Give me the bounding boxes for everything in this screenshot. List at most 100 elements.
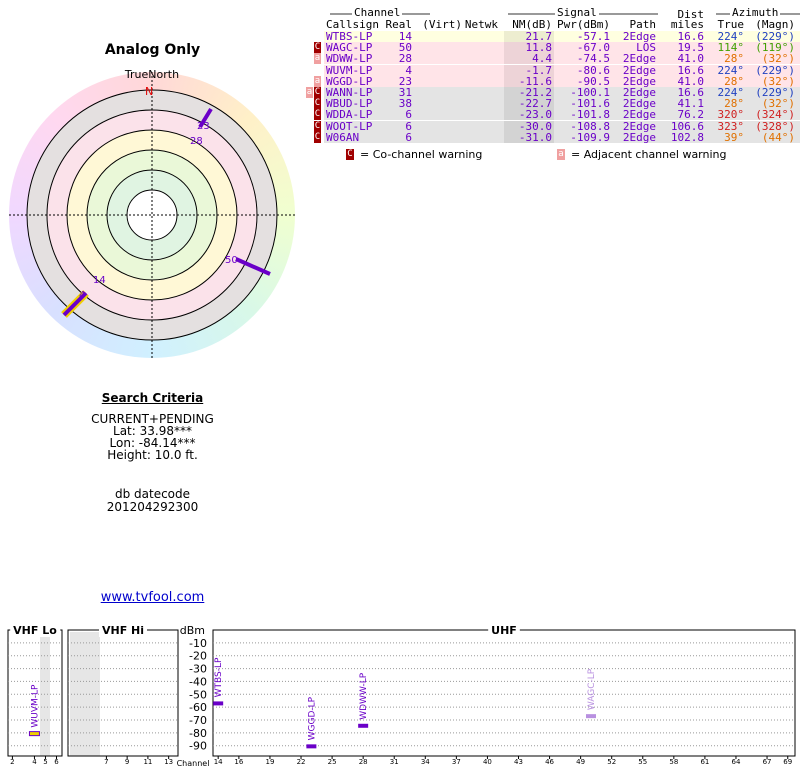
- y-tick-label: -70: [189, 714, 207, 727]
- nm-shade: [504, 64, 554, 76]
- table-cell: 2Edge: [622, 130, 656, 144]
- x-tick-label: 22: [297, 758, 306, 766]
- x-tick-label: 40: [483, 758, 492, 766]
- radar: N TrueNorth 23 28 50 14 4: [9, 68, 295, 358]
- nm-shade: [504, 42, 554, 54]
- table-cell: 106.6: [670, 119, 704, 133]
- table-cell: 16.6: [677, 63, 705, 77]
- criteria-line: Height: 10.0 ft.: [107, 448, 198, 462]
- table-cell: 2Edge: [622, 52, 656, 66]
- table-cell: 39°: [724, 130, 744, 144]
- legend-text: = Co-channel warning: [360, 148, 483, 161]
- table-cell: 4.4: [532, 52, 552, 66]
- signal-mark: [28, 731, 40, 737]
- band-label-bg: [10, 624, 61, 637]
- table-cell: (229°): [755, 63, 795, 77]
- signal-label: WUVM-LP: [30, 684, 40, 728]
- signal-label: WTBS-LP: [214, 657, 224, 697]
- column-header: Real: [385, 18, 413, 31]
- table-cell: W06AN: [326, 130, 360, 144]
- table-cell: (328°): [755, 119, 795, 133]
- column-header: Netwk: [464, 18, 498, 31]
- table-cell: 41.0: [677, 52, 705, 66]
- legend-badge: C: [346, 149, 354, 160]
- x-tick-label: 43: [514, 758, 523, 766]
- table-cell: 31: [398, 86, 412, 99]
- table-cell: 16.6: [677, 86, 705, 99]
- table-cell: -101.6: [570, 97, 610, 111]
- column-header: (Magn): [755, 18, 795, 31]
- table-cell: (44°): [761, 130, 795, 144]
- site-link[interactable]: www.tvfool.com: [100, 590, 205, 605]
- x-tick-label: 6: [54, 758, 59, 766]
- x-tick-label: 34: [421, 758, 430, 766]
- table-cell: (119°): [755, 41, 795, 55]
- x-tick-label: 67: [763, 758, 772, 766]
- band-label: VHF Lo: [13, 624, 57, 637]
- table-cell: WUVM-LP: [326, 63, 373, 77]
- band-label: VHF Hi: [102, 624, 144, 637]
- y-tick-label: -40: [189, 675, 207, 688]
- y-tick-label: -20: [189, 650, 207, 663]
- x-axis-label: Channel: [177, 759, 210, 768]
- column-header: True: [717, 18, 745, 31]
- group-header: Channel: [352, 6, 403, 19]
- table-row: [324, 109, 800, 121]
- table-row: [324, 75, 800, 87]
- table-cell: WGGD-LP: [326, 74, 373, 88]
- table-cell: -22.7: [518, 97, 552, 111]
- table-cell: (32°): [761, 74, 795, 88]
- table-cell: 114°: [717, 41, 745, 55]
- table-cell: 28°: [724, 52, 744, 66]
- x-tick-label: 69: [783, 758, 792, 766]
- group-header: Azimuth: [730, 6, 781, 19]
- criteria-title: Search Criteria: [101, 391, 204, 405]
- y-tick-label: -90: [189, 740, 207, 753]
- table-cell: -11.6: [518, 74, 552, 88]
- table-cell: 11.8: [525, 41, 553, 55]
- table-cell: 28: [398, 52, 412, 66]
- y-tick-label: -60: [189, 701, 207, 714]
- x-tick-label: 7: [104, 758, 108, 766]
- table-cell: 2Edge: [622, 97, 656, 111]
- table-row: [324, 31, 800, 42]
- table-cell: 28°: [724, 74, 744, 88]
- signal-label: WDWW-LP: [359, 672, 369, 720]
- table-cell: LOS: [636, 41, 656, 55]
- y-tick-label: -10: [189, 637, 207, 650]
- nm-shade: [504, 131, 554, 143]
- column-header: Path: [629, 18, 657, 31]
- legend-badge: a: [557, 149, 565, 160]
- x-tick-label: 5: [43, 758, 47, 766]
- column-header: miles: [670, 18, 704, 31]
- signal-mark: [213, 701, 224, 706]
- table-cell: (229°): [755, 30, 795, 43]
- table-cell: 2Edge: [622, 108, 656, 122]
- station-table: Channel Signal Azimuth Callsign Real (Virt) Ne…: [0, 0, 800, 170]
- table-cell: 50: [398, 41, 412, 55]
- station-line: [235, 257, 271, 276]
- column-header: Callsign: [326, 18, 379, 31]
- column-header: NM(dB): [512, 18, 552, 31]
- table-cell: -23.0: [518, 108, 552, 122]
- x-tick-label: 58: [669, 758, 678, 766]
- table-cell: -100.1: [570, 86, 610, 99]
- nm-shade: [504, 109, 554, 121]
- criteria: CURRENT+PENDING Lat: 33.98*** Lon: -84.14*…: [0, 413, 305, 461]
- x-tick-label: 28: [359, 758, 368, 766]
- signal-mark: [585, 714, 596, 719]
- x-tick-label: 37: [452, 758, 461, 766]
- band-label-bg: [488, 624, 520, 637]
- x-tick-label: 46: [545, 758, 554, 766]
- table-cell: 224°: [717, 86, 745, 99]
- x-tick-label: 4: [32, 758, 37, 766]
- band-panel: [212, 629, 796, 757]
- y-tick-label: -50: [189, 688, 207, 701]
- table-row: [324, 131, 800, 143]
- table-cell: (229°): [755, 86, 795, 99]
- table-cell: (32°): [761, 52, 795, 66]
- table-row: [324, 87, 800, 98]
- x-tick-label: 14: [214, 758, 223, 766]
- y-axis-label: dBm: [180, 624, 205, 637]
- table-cell: 38: [398, 97, 412, 111]
